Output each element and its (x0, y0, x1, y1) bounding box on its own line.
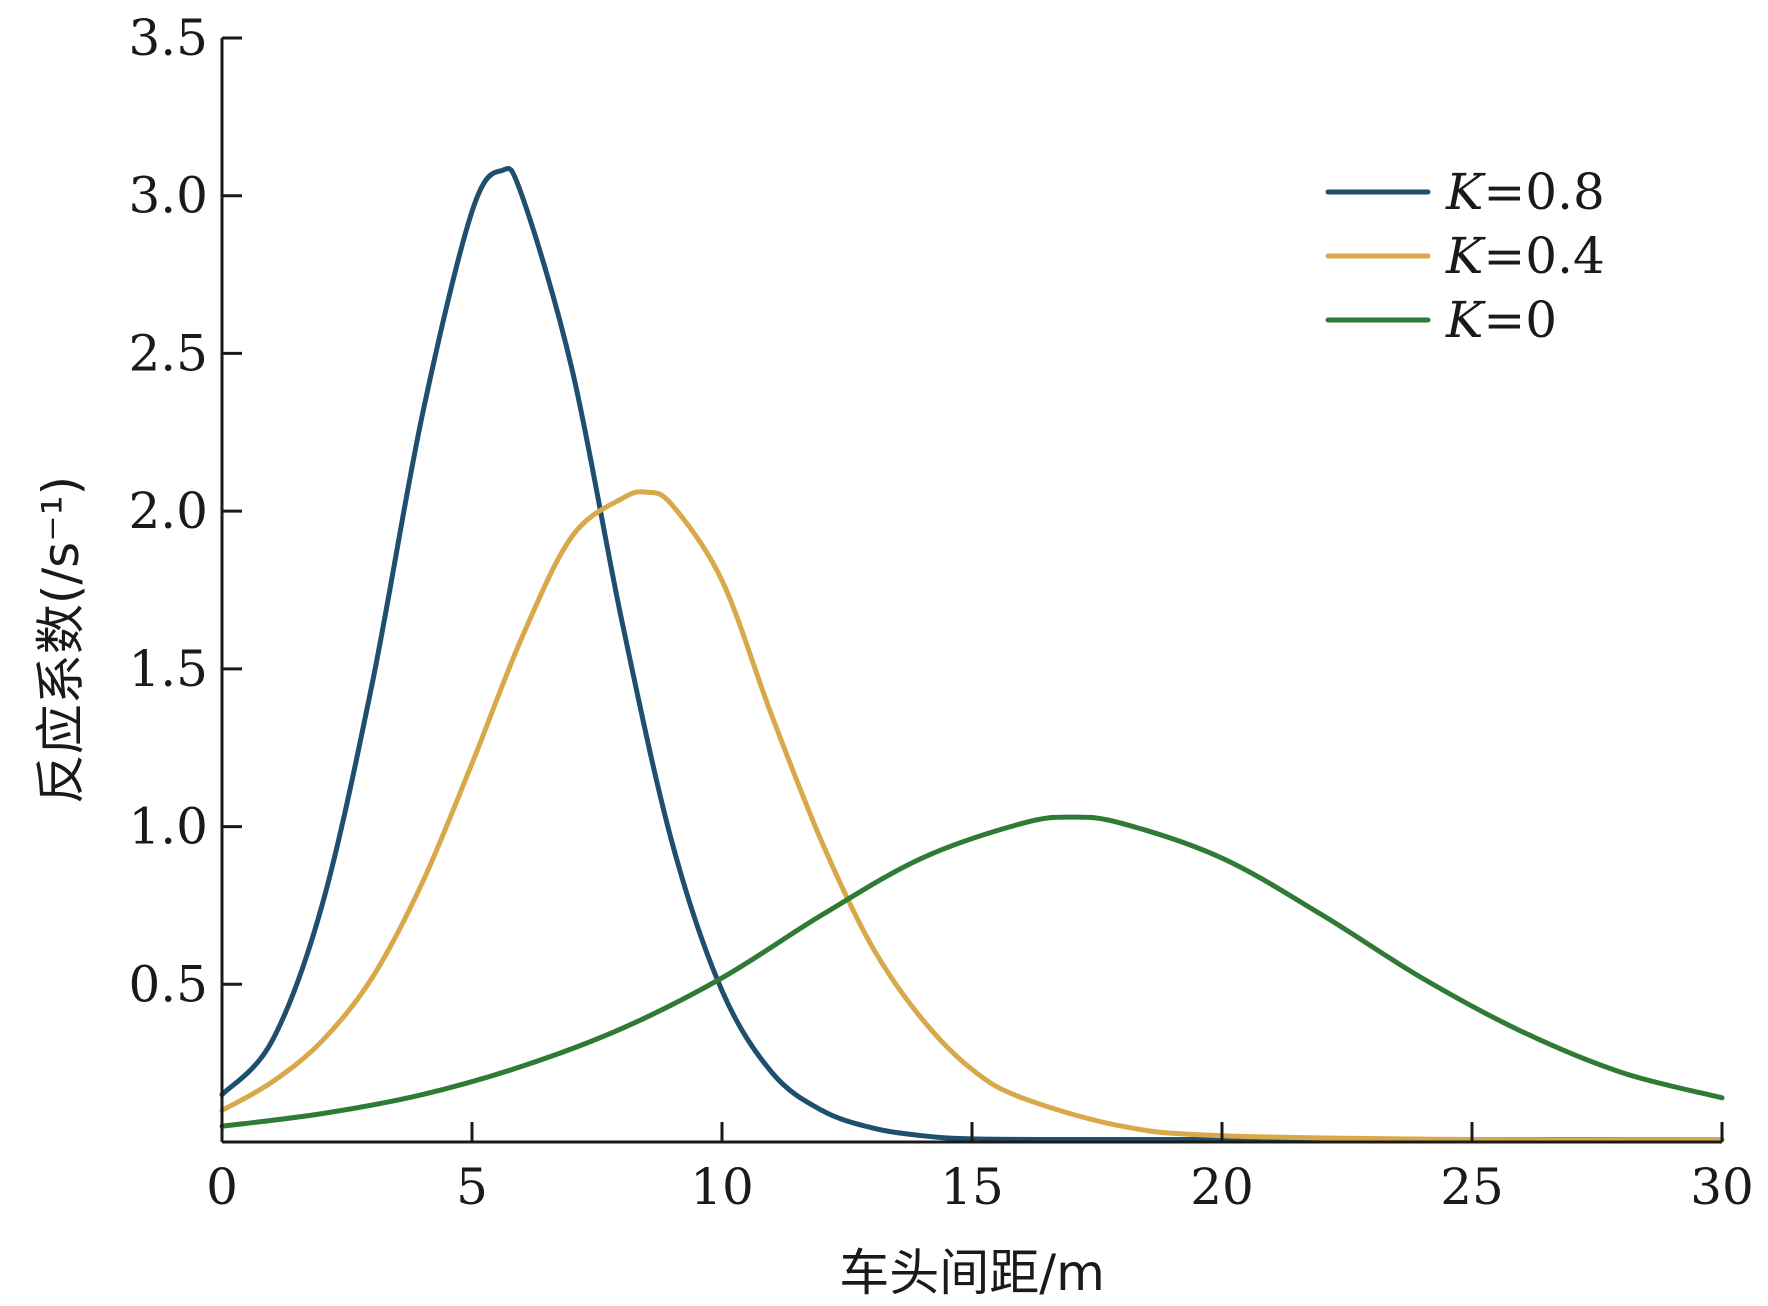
x-tick-label: 20 (1190, 1158, 1254, 1216)
plot-area: 0.5 1.0 1.5 2.0 2.5 3.0 3.5 0 5 10 15 20 25 30 (128, 9, 1753, 1216)
legend-label-var: K (1445, 227, 1486, 285)
series-line-k-0-8 (219, 166, 1725, 1143)
legend-label-var: K (1445, 163, 1486, 221)
x-tick-label: 30 (1690, 1158, 1754, 1216)
legend-label-value: =0.4 (1483, 227, 1604, 285)
series-line-k-0-4 (219, 489, 1725, 1143)
y-tick-label: 1.5 (128, 640, 208, 698)
x-tick-label: 10 (690, 1158, 754, 1216)
legend-label-value: =0 (1483, 291, 1557, 349)
y-tick-label: 0.5 (128, 955, 208, 1013)
y-axis-title: 反应系数(/s⁻¹) (32, 476, 90, 804)
legend-label-value: =0.8 (1483, 163, 1604, 221)
x-axis-title: 车头间距/m (839, 1244, 1105, 1302)
y-tick-label: 2.0 (128, 482, 208, 540)
x-tick-label: 15 (940, 1158, 1004, 1216)
y-tick-label: 2.5 (128, 324, 208, 382)
x-tick-label: 0 (206, 1158, 238, 1216)
x-ticks: 0 5 10 15 20 25 30 (206, 1122, 1754, 1216)
series-line-k-0 (219, 814, 1725, 1129)
x-tick-label: 5 (456, 1158, 488, 1216)
y-ticks: 0.5 1.0 1.5 2.0 2.5 3.0 3.5 (128, 9, 242, 1013)
y-tick-label: 3.5 (128, 9, 208, 67)
legend-label-k-0-8: K=0.8 (1445, 163, 1605, 221)
legend-label-var: K (1445, 291, 1486, 349)
series-group (219, 166, 1725, 1143)
x-tick-label: 25 (1440, 1158, 1504, 1216)
y-tick-label: 1.0 (128, 798, 208, 856)
legend-label-k-0: K=0 (1445, 291, 1557, 349)
legend-label-k-0-4: K=0.4 (1445, 227, 1605, 285)
y-tick-label: 3.0 (128, 167, 208, 225)
legend: K=0.8K=0.4K=0 (1325, 163, 1605, 349)
